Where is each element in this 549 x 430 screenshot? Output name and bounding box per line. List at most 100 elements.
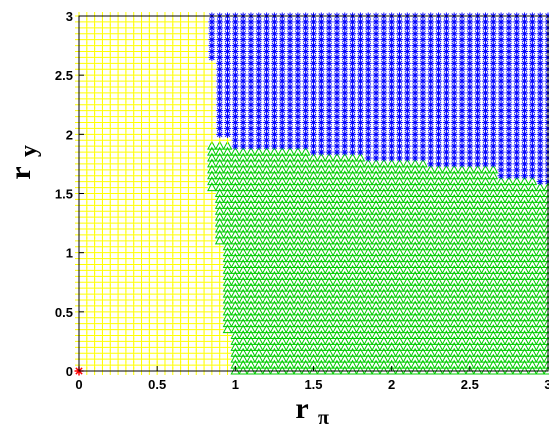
data-point-triangle	[457, 306, 467, 316]
data-point-star	[395, 36, 403, 44]
data-point-triangle	[535, 318, 546, 328]
data-point-triangle	[504, 235, 514, 245]
data-point-star	[333, 142, 341, 150]
data-point-triangle	[277, 205, 288, 215]
data-point-star	[255, 89, 263, 97]
data-point-triangle	[261, 247, 272, 257]
data-point-triangle	[480, 176, 491, 186]
data-point-star	[231, 48, 239, 55]
data-point-star	[325, 53, 333, 61]
data-point-triangle	[324, 182, 334, 192]
data-point-triangle	[441, 211, 452, 221]
data-point-star	[388, 36, 396, 44]
data-point-triangle	[261, 241, 272, 251]
data-point-triangle	[418, 270, 428, 280]
data-point-star	[333, 30, 341, 38]
data-point-triangle	[394, 211, 405, 221]
data-point-triangle	[300, 276, 311, 286]
data-point-triangle	[496, 241, 506, 251]
data-point-triangle	[394, 365, 405, 375]
data-point-triangle	[222, 205, 233, 215]
data-point-star	[239, 30, 247, 38]
data-point-star	[239, 136, 247, 144]
data-point-triangle	[386, 247, 397, 257]
data-point-star	[310, 89, 317, 97]
data-point-star	[372, 24, 380, 32]
data-point-triangle	[496, 318, 506, 328]
data-point-triangle	[418, 347, 428, 357]
data-point-triangle	[527, 264, 538, 274]
data-point-triangle	[347, 318, 358, 328]
data-point-star	[286, 89, 294, 97]
data-point-triangle	[504, 223, 514, 233]
data-point-star	[216, 30, 224, 38]
data-point-triangle	[433, 258, 444, 268]
data-point-star	[435, 142, 443, 150]
data-point-star	[442, 95, 450, 103]
data-point-triangle	[371, 199, 381, 209]
data-point-triangle	[418, 312, 428, 322]
data-point-star	[395, 113, 403, 121]
data-point-triangle	[433, 318, 444, 328]
data-point-star	[435, 42, 443, 50]
data-point-triangle	[410, 288, 420, 298]
data-point-star	[466, 24, 474, 32]
data-point-triangle	[511, 288, 522, 298]
data-point-triangle	[527, 211, 538, 221]
data-point-triangle	[504, 288, 514, 298]
data-point-triangle	[386, 324, 397, 334]
data-point-triangle	[324, 158, 334, 168]
data-point-star	[489, 89, 497, 97]
data-point-triangle	[277, 282, 288, 292]
data-point-triangle	[425, 353, 436, 363]
data-point-triangle	[269, 270, 280, 280]
data-point-star	[536, 172, 544, 180]
data-point-star	[239, 71, 247, 79]
x-axis-ticks: 0 0.5 1 1.5 2 2.5 3	[75, 366, 549, 392]
data-point-star	[231, 71, 239, 79]
data-point-star	[388, 65, 396, 73]
data-point-star	[466, 89, 474, 97]
data-point-star	[403, 89, 411, 97]
data-point-triangle	[402, 241, 413, 251]
data-point-triangle	[543, 365, 549, 375]
data-point-star	[270, 24, 278, 32]
data-point-star	[239, 142, 247, 150]
data-point-triangle	[519, 258, 530, 268]
data-point-triangle	[457, 229, 467, 239]
data-point-star	[294, 77, 302, 85]
data-point-star	[356, 130, 364, 138]
data-point-star	[505, 160, 513, 168]
data-point-triangle	[332, 158, 342, 168]
data-point-triangle	[496, 253, 506, 263]
data-point-triangle	[488, 288, 499, 298]
data-point-star	[372, 142, 380, 150]
data-point-triangle	[332, 324, 342, 334]
data-point-star	[458, 130, 466, 138]
data-point-star	[395, 89, 403, 97]
data-point-star	[466, 83, 474, 91]
data-point-triangle	[433, 353, 444, 363]
data-point-triangle	[238, 253, 248, 263]
data-point-triangle	[449, 205, 460, 215]
data-point-triangle	[230, 193, 241, 203]
data-point-triangle	[253, 217, 264, 227]
data-point-triangle	[269, 329, 280, 339]
data-point-star	[310, 136, 317, 144]
data-point-triangle	[246, 335, 256, 345]
data-point-triangle	[472, 288, 483, 298]
data-point-star	[302, 107, 310, 115]
data-point-triangle	[339, 359, 350, 369]
data-point-star	[505, 172, 513, 180]
data-point-triangle	[300, 182, 311, 192]
data-point-triangle	[488, 318, 499, 328]
data-point-star	[411, 83, 419, 91]
data-point-triangle	[511, 324, 522, 334]
data-point-star	[489, 160, 497, 168]
data-point-triangle	[355, 294, 366, 304]
data-point-star	[286, 48, 294, 55]
data-point-star	[302, 83, 310, 91]
data-point-star	[388, 95, 396, 103]
data-point-triangle	[214, 235, 225, 245]
data-point-triangle	[504, 335, 514, 345]
